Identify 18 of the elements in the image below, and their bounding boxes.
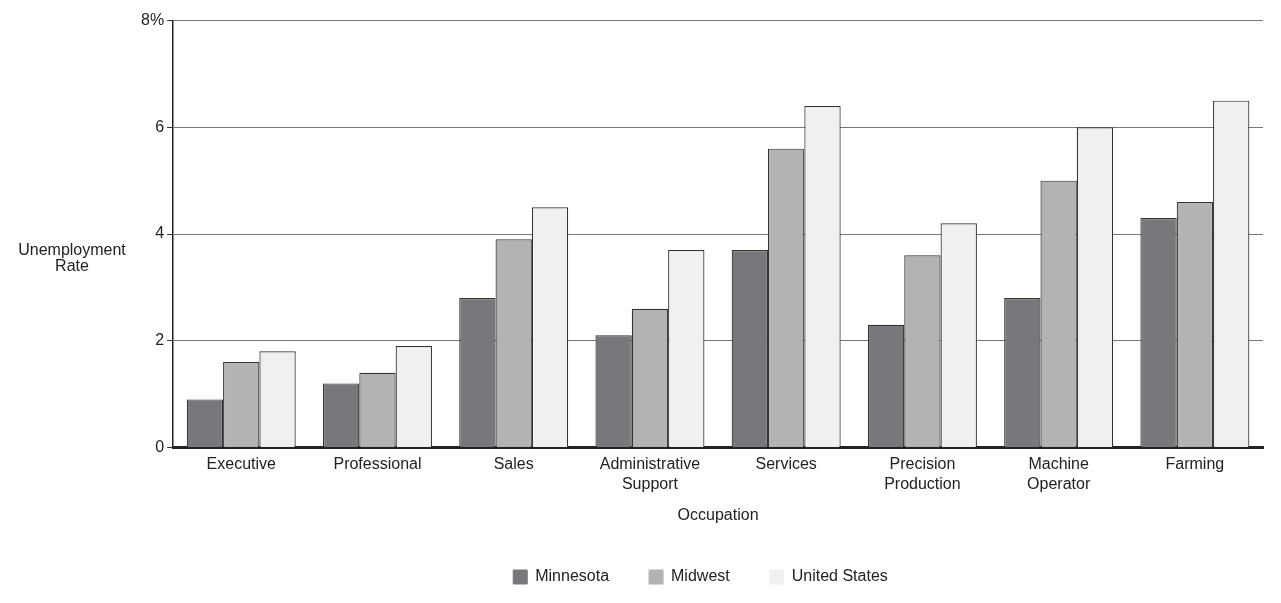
x-tick-label: Farming [1165,455,1225,473]
y-axis-title: Unemployment Rate [18,241,127,275]
x-tick-label: Administrative Support [599,455,701,492]
y-tick-label: 0 [155,437,165,455]
legend-label: Minnesota [535,567,610,585]
y-tick-label: 4 [155,224,165,242]
y-tick-label: 8% [141,11,165,29]
x-axis-title: Occupation [677,505,759,523]
x-tick-label: Sales [493,455,534,473]
x-tick-label: Executive [206,455,277,473]
legend-label: United States [791,567,888,585]
x-tick-label: Professional [333,455,422,473]
x-tick-label: Machine Operator [1027,455,1091,492]
legend-label: Midwest [671,567,731,585]
x-tick-label: Services [755,455,817,473]
y-tick-label: 6 [155,117,165,135]
x-tick-label: Precision Production [884,455,961,492]
y-tick-label: 2 [155,331,165,349]
